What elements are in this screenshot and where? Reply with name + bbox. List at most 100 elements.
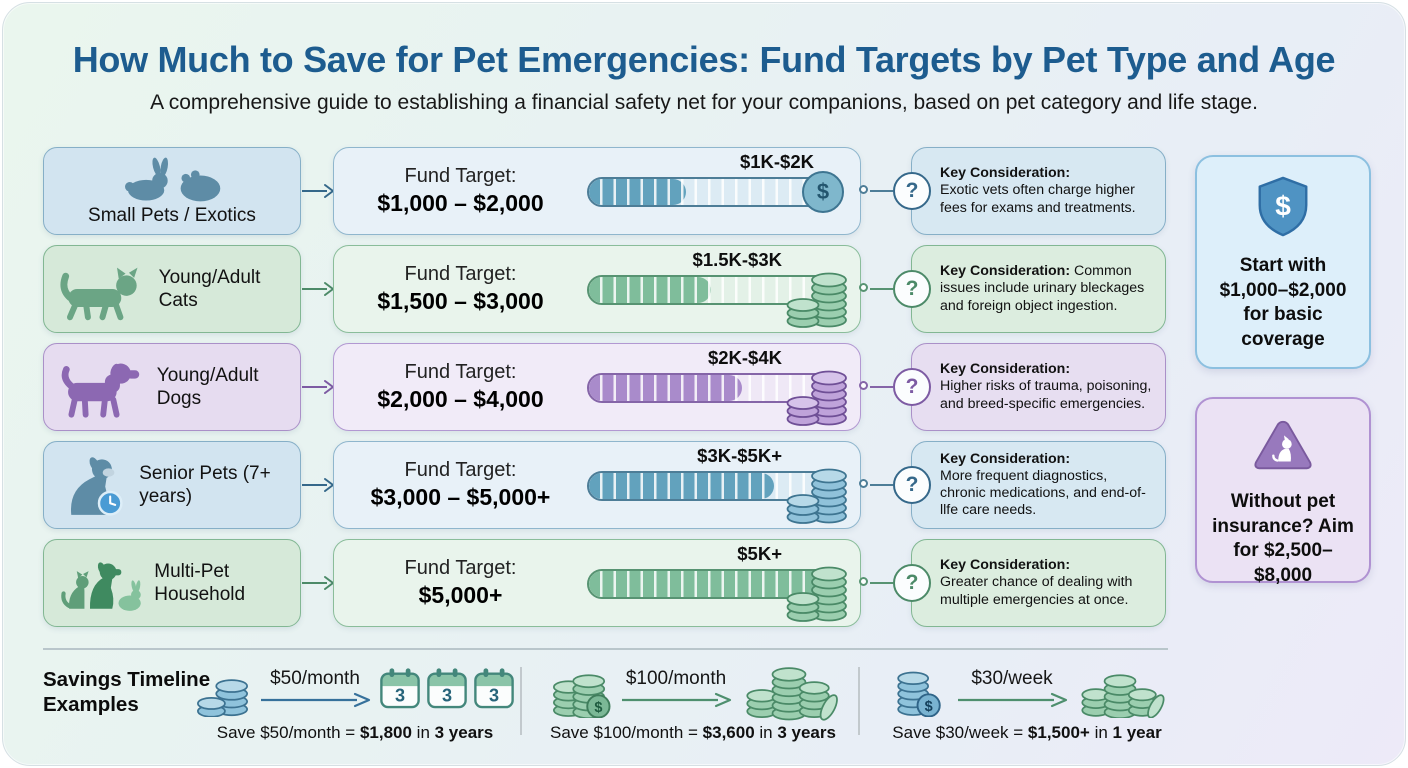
coin-stack-icon xyxy=(786,468,847,524)
fund-target-label: Fund Target: xyxy=(404,165,517,187)
arrow-icon xyxy=(622,692,732,708)
warning-pet-icon xyxy=(1254,420,1312,470)
fund-target-label: Fund Target: xyxy=(404,263,517,285)
fund-target-label: Fund Target: xyxy=(404,361,517,383)
fund-target-card: Fund Target: $1,500 – $3,000 $1.5K-$3K xyxy=(333,245,861,333)
svg-text:3: 3 xyxy=(489,685,499,705)
pet-label: Senior Pets (7+ years) xyxy=(139,462,271,507)
fund-progress-fill xyxy=(589,375,743,401)
svg-text:$: $ xyxy=(594,700,602,716)
coin-pile-icon xyxy=(746,667,838,721)
pet-card: Young/Adult Cats xyxy=(43,245,301,333)
fund-range-label: $5K+ xyxy=(737,543,782,564)
timeline-caption: Save $30/week = $1,500+ in 1 year xyxy=(892,723,1162,742)
timeline-caption: Save $100/month = $3,600 in 3 years xyxy=(550,723,836,742)
arrow-icon xyxy=(261,692,371,708)
connector-line xyxy=(870,287,893,290)
connector-dot xyxy=(859,479,868,488)
arrow-icon xyxy=(302,576,334,590)
fund-target-card: Fund Target: $2,000 – $4,000 $2K-$4K xyxy=(333,343,861,431)
fund-progress-bar xyxy=(587,177,834,207)
calendar-icon: 3 xyxy=(380,668,420,709)
row-young-adult-cats: Young/Adult Cats Fund Target: $1,500 – $… xyxy=(43,245,1178,333)
key-consideration-card: Key Consideration: Exotic vets often char… xyxy=(911,147,1166,235)
fund-range-label: $2K-$4K xyxy=(707,347,782,368)
pet-label: Multi-Pet Household xyxy=(154,560,246,605)
connector-dot xyxy=(859,185,868,194)
key-consideration-title: Key Consideration: xyxy=(940,557,1071,574)
coin-pile-icon xyxy=(1081,674,1165,718)
timeline-heading: Savings Timeline Examples xyxy=(43,668,211,716)
rate-label: $30/week xyxy=(971,668,1053,689)
pet-card: Senior Pets (7+ years) xyxy=(43,441,301,529)
svg-text:$: $ xyxy=(925,699,933,715)
key-consideration-card: Key Consideration: Common issues include… xyxy=(911,245,1166,333)
connector-dot xyxy=(859,283,868,292)
fund-target-amount: $5,000+ xyxy=(418,582,503,608)
pet-label: Young/Adult Cats xyxy=(158,266,261,311)
key-consideration-text: Greater chance of dealing with multiple … xyxy=(940,574,1133,608)
svg-text:$: $ xyxy=(1275,191,1291,222)
arrow-icon xyxy=(958,692,1068,708)
connector-line xyxy=(870,189,893,192)
fund-target-amount: $2,000 – $4,000 xyxy=(377,386,544,412)
key-consideration-text: Common issues include urinary bleckages … xyxy=(940,263,1145,314)
coin-stack-icon xyxy=(786,370,847,426)
row-small-pets: Small Pets / Exotics Fund Target: $1,000… xyxy=(43,147,1178,235)
callout-text: Start with $1,000–$2,000 for basic cover… xyxy=(1219,255,1347,351)
arrow-icon xyxy=(302,184,334,198)
coin-stack-icon xyxy=(197,679,249,717)
dog-icon xyxy=(61,363,140,418)
timeline-example-2: $ $100/month Save $100/month = $3,600 in… xyxy=(543,659,843,743)
fund-target-amount: $1,500 – $3,000 xyxy=(377,288,544,314)
svg-text:3: 3 xyxy=(395,685,405,705)
fund-progress-bar xyxy=(587,373,834,403)
arrow-icon xyxy=(302,282,334,296)
pet-label: Young/Adult Dogs xyxy=(156,364,259,409)
fund-progress-bar xyxy=(587,471,834,501)
fund-range-label: $3K-$5K+ xyxy=(697,445,782,466)
coin-stack-dollar-icon: $ xyxy=(553,674,611,718)
row-multi-pet: Multi-Pet Household Fund Target: $5,000+… xyxy=(43,539,1178,627)
question-icon: ? xyxy=(893,466,931,504)
vertical-divider xyxy=(520,667,522,735)
fund-range-label: $1K-$2K xyxy=(739,151,814,172)
vertical-divider xyxy=(858,667,860,735)
section-divider xyxy=(43,648,1168,650)
question-icon: ? xyxy=(893,172,931,210)
dollar-coin-icon: $ xyxy=(802,171,844,213)
timeline-example-1: $50/month 3 xyxy=(195,659,515,743)
fund-progress-fill xyxy=(589,277,711,303)
rabbit-hamster-icon xyxy=(125,157,221,202)
pet-card: Small Pets / Exotics xyxy=(43,147,301,235)
senior-dog-clock-icon xyxy=(70,457,123,516)
fund-progress-fill xyxy=(589,179,687,205)
shield-dollar-icon: $ xyxy=(1258,176,1308,237)
fund-target-amount: $1,000 – $2,000 xyxy=(377,190,544,216)
fund-target-label: Fund Target: xyxy=(404,459,517,481)
key-consideration-title: Key Consideration: xyxy=(940,450,1071,467)
page-subtitle: A comprehensive guide to establishing a … xyxy=(150,91,1258,114)
key-consideration-title: Key Consideration: xyxy=(940,361,1071,378)
fund-target-label: Fund Target: xyxy=(404,557,517,579)
fund-target-amount: $3,000 – $5,000+ xyxy=(370,484,551,510)
question-icon: ? xyxy=(893,564,931,602)
fund-progress-bar xyxy=(587,569,834,599)
connector-dot xyxy=(859,381,868,390)
row-senior-pets: Senior Pets (7+ years) Fund Target: $3,0… xyxy=(43,441,1178,529)
svg-text:3: 3 xyxy=(442,685,452,705)
cat-icon xyxy=(60,267,138,321)
page-title: How Much to Save for Pet Emergencies: Fu… xyxy=(72,39,1336,80)
key-consideration-card: Key Consideration: Higher risks of trauma… xyxy=(911,343,1166,431)
callout-no-insurance: Without pet insurance? Aim for $2,500–$8… xyxy=(1195,397,1371,586)
key-consideration-card: Key Consideration: Greater chance of deal… xyxy=(911,539,1166,627)
row-young-adult-dogs: Young/Adult Dogs Fund Target: $2,000 – $… xyxy=(43,343,1178,431)
fund-target-card: Fund Target: $5,000+ $5K+ xyxy=(333,539,861,627)
pet-card: Multi-Pet Household xyxy=(43,539,301,627)
question-icon: ? xyxy=(893,368,931,406)
connector-dot xyxy=(859,577,868,586)
calendar-group: 3 3 3 xyxy=(379,666,515,710)
timeline-caption: Save $50/month = $1,800 in 3 years xyxy=(216,723,494,742)
